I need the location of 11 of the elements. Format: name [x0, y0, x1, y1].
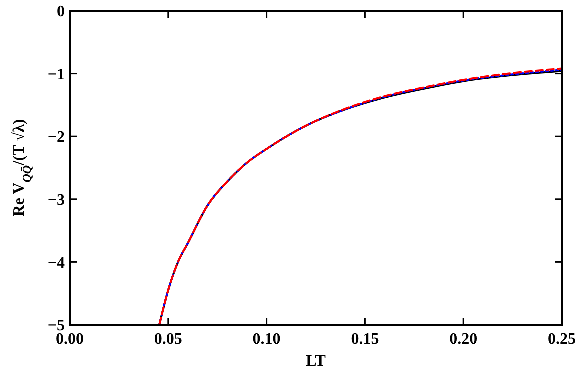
x-tick-label: 0.05	[154, 331, 182, 348]
x-tick-label: 0.15	[351, 331, 380, 348]
x-tick-label: 0.10	[252, 331, 281, 348]
y-tick-label: −1	[48, 66, 65, 84]
y-tick-label: −2	[48, 129, 65, 146]
x-axis-title: LT	[306, 353, 326, 370]
x-tick-label: 0.25	[548, 331, 576, 348]
x-tick-label: 0.20	[450, 331, 478, 348]
y-tick-label: −3	[48, 192, 65, 209]
y-tick-label: 0	[57, 4, 65, 21]
y-tick-label: −4	[48, 254, 65, 272]
